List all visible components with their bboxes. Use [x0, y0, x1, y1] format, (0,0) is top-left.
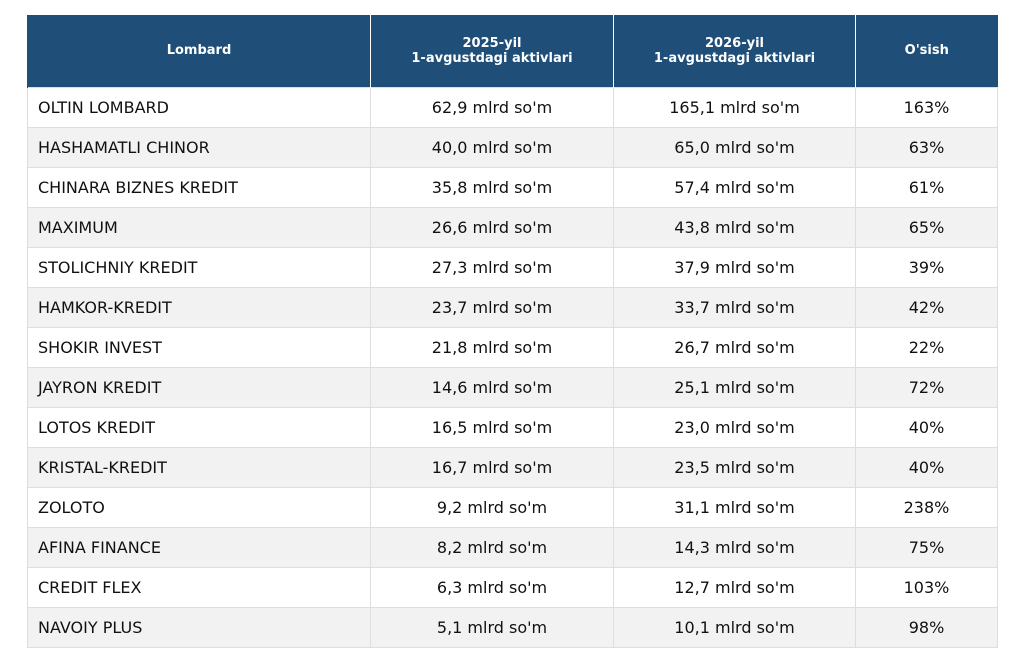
- assets-2026-cell: 165,1 mlrd so'm: [613, 86, 856, 128]
- assets-2025-cell: 9,2 mlrd so'm: [370, 486, 614, 528]
- growth-cell: 39%: [855, 246, 998, 288]
- table-row: NAVOIY PLUS 5,1 mlrd so'm 10,1 mlrd so'm 98…: [27, 606, 998, 648]
- lombard-name-cell: STOLICHNIY KREDIT: [27, 246, 371, 288]
- table-row: ZOLOTO 9,2 mlrd so'm 31,1 mlrd so'm 238%: [27, 486, 998, 528]
- assets-2026-cell: 33,7 mlrd so'm: [613, 286, 856, 328]
- growth-cell: 163%: [855, 86, 998, 128]
- header-assets-2026: 2026-yil 1-avgustdagi aktivlari: [613, 15, 856, 87]
- table-row: CHINARA BIZNES KREDIT 35,8 mlrd so'm 57,4 …: [27, 166, 998, 208]
- lombard-name-cell: SHOKIR INVEST: [27, 326, 371, 368]
- header-row: Lombard 2025-yil 1-avgustdagi aktivlari …: [27, 15, 998, 87]
- header-growth-line-1: O'sish: [904, 43, 949, 59]
- growth-cell: 238%: [855, 486, 998, 528]
- header-growth: O'sish: [855, 15, 998, 87]
- table-row: MAXIMUM 26,6 mlrd so'm 43,8 mlrd so'm 65%: [27, 206, 998, 248]
- lombard-assets-table: Lombard 2025-yil 1-avgustdagi aktivlari …: [27, 15, 998, 648]
- header-assets-2026-line-2: 1-avgustdagi aktivlari: [653, 50, 816, 66]
- assets-2025-cell: 62,9 mlrd so'm: [370, 86, 614, 128]
- table-header: Lombard 2025-yil 1-avgustdagi aktivlari …: [27, 15, 998, 87]
- lombard-name-cell: JAYRON KREDIT: [27, 366, 371, 408]
- growth-cell: 75%: [855, 526, 998, 568]
- lombard-name-cell: KRISTAL-KREDIT: [27, 446, 371, 488]
- table-row: KRISTAL-KREDIT 16,7 mlrd so'm 23,5 mlrd so…: [27, 446, 998, 488]
- growth-cell: 22%: [855, 326, 998, 368]
- table-body: OLTIN LOMBARD 62,9 mlrd so'm 165,1 mlrd so…: [27, 86, 998, 648]
- growth-cell: 61%: [855, 166, 998, 208]
- header-lombard: Lombard: [27, 15, 371, 87]
- assets-2026-cell: 12,7 mlrd so'm: [613, 566, 856, 608]
- assets-2026-cell: 43,8 mlrd so'm: [613, 206, 856, 248]
- assets-2025-cell: 35,8 mlrd so'm: [370, 166, 614, 208]
- header-assets-2025-line-1: 2025-yil: [462, 35, 522, 51]
- assets-2026-cell: 31,1 mlrd so'm: [613, 486, 856, 528]
- lombard-name-cell: ZOLOTO: [27, 486, 371, 528]
- table-row: CREDIT FLEX 6,3 mlrd so'm 12,7 mlrd so'm 10…: [27, 566, 998, 608]
- assets-2025-cell: 8,2 mlrd so'm: [370, 526, 614, 568]
- assets-2026-cell: 57,4 mlrd so'm: [613, 166, 856, 208]
- growth-cell: 42%: [855, 286, 998, 328]
- table-row: HASHAMATLI CHINOR 40,0 mlrd so'm 65,0 mlrd…: [27, 126, 998, 168]
- assets-2025-cell: 40,0 mlrd so'm: [370, 126, 614, 168]
- assets-2026-cell: 10,1 mlrd so'm: [613, 606, 856, 648]
- assets-2026-cell: 23,0 mlrd so'm: [613, 406, 856, 448]
- table-row: OLTIN LOMBARD 62,9 mlrd so'm 165,1 mlrd so…: [27, 86, 998, 128]
- header-assets-2026-line-1: 2026-yil: [705, 35, 764, 51]
- assets-2025-cell: 21,8 mlrd so'm: [370, 326, 614, 368]
- growth-cell: 72%: [855, 366, 998, 408]
- assets-2025-cell: 16,5 mlrd so'm: [370, 406, 614, 448]
- lombard-name-cell: LOTOS KREDIT: [27, 406, 371, 448]
- table-row: STOLICHNIY KREDIT 27,3 mlrd so'm 37,9 mlrd…: [27, 246, 998, 288]
- assets-2026-cell: 14,3 mlrd so'm: [613, 526, 856, 568]
- assets-2025-cell: 26,6 mlrd so'm: [370, 206, 614, 248]
- assets-2026-cell: 65,0 mlrd so'm: [613, 126, 856, 168]
- assets-2025-cell: 16,7 mlrd so'm: [370, 446, 614, 488]
- assets-2025-cell: 14,6 mlrd so'm: [370, 366, 614, 408]
- growth-cell: 65%: [855, 206, 998, 248]
- assets-2026-cell: 25,1 mlrd so'm: [613, 366, 856, 408]
- table-row: JAYRON KREDIT 14,6 mlrd so'm 25,1 mlrd so'…: [27, 366, 998, 408]
- lombard-name-cell: MAXIMUM: [27, 206, 371, 248]
- table-row: HAMKOR-KREDIT 23,7 mlrd so'm 33,7 mlrd so'…: [27, 286, 998, 328]
- lombard-name-cell: CHINARA BIZNES KREDIT: [27, 166, 371, 208]
- lombard-assets-table-container: Lombard 2025-yil 1-avgustdagi aktivlari …: [27, 15, 998, 648]
- lombard-name-cell: HAMKOR-KREDIT: [27, 286, 371, 328]
- lombard-name-cell: CREDIT FLEX: [27, 566, 371, 608]
- assets-2026-cell: 37,9 mlrd so'm: [613, 246, 856, 288]
- table-row: LOTOS KREDIT 16,5 mlrd so'm 23,0 mlrd so'm…: [27, 406, 998, 448]
- assets-2026-cell: 26,7 mlrd so'm: [613, 326, 856, 368]
- assets-2025-cell: 5,1 mlrd so'm: [370, 606, 614, 648]
- assets-2025-cell: 23,7 mlrd so'm: [370, 286, 614, 328]
- lombard-name-cell: AFINA FINANCE: [27, 526, 371, 568]
- growth-cell: 40%: [855, 446, 998, 488]
- assets-2025-cell: 27,3 mlrd so'm: [370, 246, 614, 288]
- growth-cell: 103%: [855, 566, 998, 608]
- growth-cell: 98%: [855, 606, 998, 648]
- growth-cell: 40%: [855, 406, 998, 448]
- header-assets-2025-line-2: 1-avgustdagi aktivlari: [411, 50, 573, 66]
- header-assets-2025: 2025-yil 1-avgustdagi aktivlari: [370, 15, 614, 87]
- lombard-name-cell: HASHAMATLI CHINOR: [27, 126, 371, 168]
- header-lombard-line-1: Lombard: [166, 43, 232, 59]
- lombard-name-cell: OLTIN LOMBARD: [27, 86, 371, 128]
- table-row: SHOKIR INVEST 21,8 mlrd so'm 26,7 mlrd so'…: [27, 326, 998, 368]
- assets-2025-cell: 6,3 mlrd so'm: [370, 566, 614, 608]
- table-row: AFINA FINANCE 8,2 mlrd so'm 14,3 mlrd so'm…: [27, 526, 998, 568]
- assets-2026-cell: 23,5 mlrd so'm: [613, 446, 856, 488]
- growth-cell: 63%: [855, 126, 998, 168]
- lombard-name-cell: NAVOIY PLUS: [27, 606, 371, 648]
